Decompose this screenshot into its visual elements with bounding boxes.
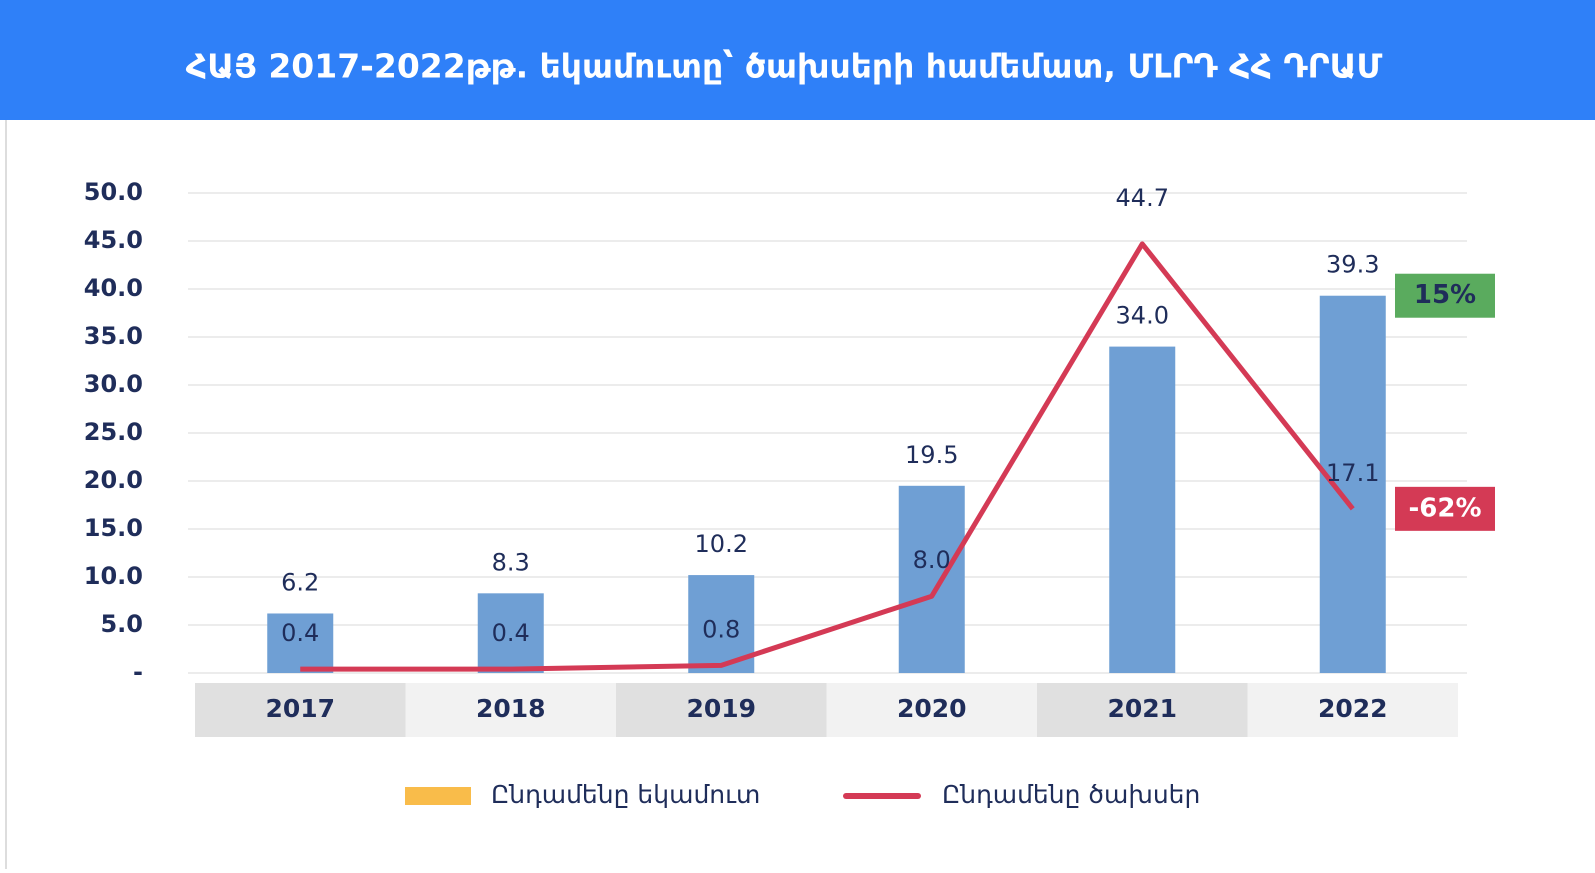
legend-label: Ընդամենը ծախսեր [942, 780, 1200, 809]
y-tick-label: 50.0 [84, 178, 143, 206]
bar-value-label: 8.3 [492, 548, 530, 576]
bar-value-label: 6.2 [281, 568, 319, 596]
bar-value-label: 39.3 [1326, 251, 1379, 279]
bar-value-label: 19.5 [905, 441, 958, 469]
line-value-label: 44.7 [1116, 184, 1169, 212]
category-cell [1037, 683, 1248, 737]
bar-value-label: 10.2 [695, 530, 748, 558]
y-tick-label: 5.0 [100, 610, 143, 638]
line [300, 241, 1355, 672]
y-tick-label: 10.0 [84, 562, 143, 590]
bar [1109, 346, 1176, 673]
annotation-box [1395, 486, 1495, 531]
y-tick-label: 35.0 [84, 322, 143, 350]
category-cell [1247, 683, 1458, 737]
annotation-text: -62% [1408, 493, 1481, 523]
title-bar [0, 0, 1595, 120]
line-value-label: 8.0 [913, 546, 951, 574]
y-tick-label: 45.0 [84, 226, 143, 254]
category-cell [826, 683, 1037, 737]
y-tick-label: - [133, 658, 143, 686]
bar-value-label: 34.0 [1116, 302, 1169, 330]
bar [267, 613, 334, 673]
x-tick-label: 2018 [476, 694, 546, 723]
chart-title: ՀԱՅ 2017-2022թթ. եկամուտը՝ ծախսերի համեմ… [186, 47, 1383, 86]
x-tick-label: 2020 [897, 694, 967, 723]
x-tick-label: 2022 [1318, 694, 1388, 723]
x-tick-label: 2017 [265, 694, 335, 723]
y-tick-label: 15.0 [84, 514, 143, 542]
line-value-label: 17.1 [1326, 459, 1379, 487]
category-cell [195, 683, 406, 737]
annotation-text: 15% [1414, 280, 1476, 310]
line-value-label: 0.4 [281, 619, 319, 647]
bar [898, 485, 965, 673]
legend-label: Ընդամենը եկամուտ [491, 780, 760, 809]
bar [477, 593, 544, 673]
y-tick-label: 30.0 [84, 370, 143, 398]
x-tick-label: 2021 [1107, 694, 1177, 723]
category-cell [405, 683, 616, 737]
category-cell [616, 683, 827, 737]
y-tick-label: 25.0 [84, 418, 143, 446]
y-tick-label: 20.0 [84, 466, 143, 494]
line-value-label: 0.8 [702, 615, 740, 643]
y-tick-label: 40.0 [84, 274, 143, 302]
line-value-label: 0.4 [492, 619, 530, 647]
legend-swatch [405, 787, 471, 805]
x-tick-label: 2019 [686, 694, 756, 723]
annotation-box [1395, 273, 1495, 318]
